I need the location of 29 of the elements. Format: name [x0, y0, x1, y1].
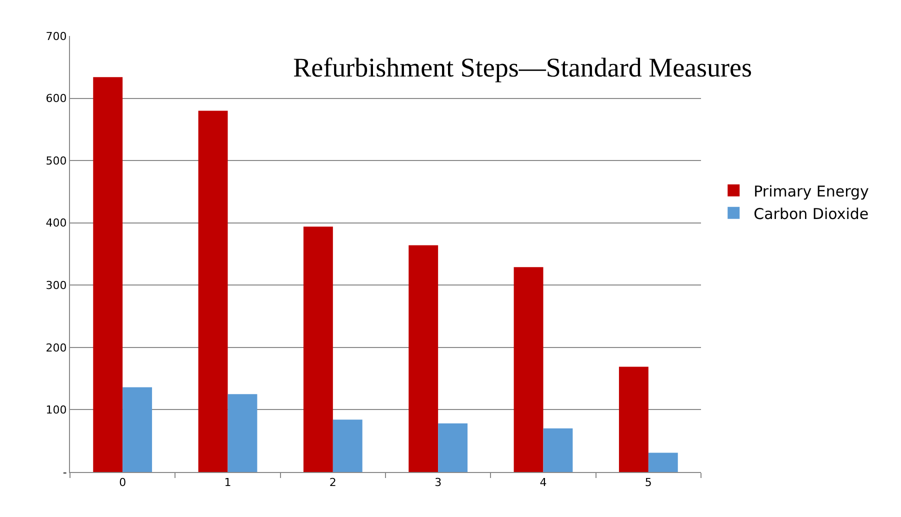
- bar: [648, 452, 678, 472]
- x-tick-label: 5: [644, 476, 652, 490]
- bar: [438, 423, 468, 472]
- bar: [543, 428, 573, 472]
- bar: [514, 267, 544, 472]
- y-tick-label: 600: [46, 92, 67, 106]
- x-tick-label: 3: [434, 476, 442, 490]
- x-tick-label: 0: [119, 476, 126, 490]
- bar: [303, 226, 333, 472]
- legend-label: Carbon Dioxide: [754, 204, 869, 223]
- y-tick-label: 400: [46, 216, 67, 230]
- bar: [93, 77, 123, 472]
- bar: [332, 420, 362, 472]
- text: Refurbishment Steps—Standard Measures: [293, 52, 752, 83]
- x-tick-label: 1: [224, 476, 232, 490]
- bar: [198, 110, 228, 472]
- bar: [228, 394, 258, 472]
- x-tick-label: 2: [329, 476, 336, 490]
- bar: [122, 387, 152, 472]
- x-tick-label: 4: [540, 476, 547, 490]
- y-tick-label: 300: [46, 278, 67, 292]
- y-tick-label: 100: [46, 404, 67, 417]
- y-tick-label: 500: [46, 154, 67, 168]
- y-tick-label: 200: [46, 341, 67, 354]
- bar: [618, 366, 648, 472]
- legend-label: Primary Energy: [754, 182, 869, 200]
- bar: [408, 245, 438, 472]
- y-tick-label: 700: [46, 30, 67, 43]
- y-tick-label: -: [62, 466, 67, 479]
